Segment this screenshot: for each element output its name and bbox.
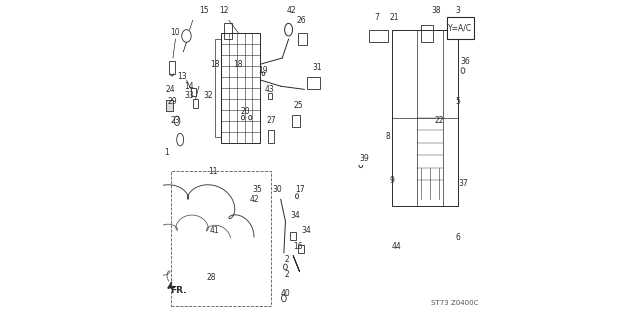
Bar xyxy=(290,232,296,240)
Text: 20: 20 xyxy=(241,107,250,116)
Text: 27: 27 xyxy=(266,116,276,125)
Bar xyxy=(171,171,271,306)
Text: 11: 11 xyxy=(209,166,218,176)
Text: 33: 33 xyxy=(184,91,194,100)
Text: 25: 25 xyxy=(293,100,303,110)
Text: 28: 28 xyxy=(207,273,216,282)
Text: 21: 21 xyxy=(389,13,399,22)
Bar xyxy=(420,25,433,42)
Text: 10: 10 xyxy=(171,28,180,37)
Bar xyxy=(298,33,307,45)
Text: 19: 19 xyxy=(259,66,268,75)
Text: 36: 36 xyxy=(460,57,470,66)
Bar xyxy=(168,61,175,74)
Text: ST73 Z0400C: ST73 Z0400C xyxy=(431,300,479,306)
Text: 15: 15 xyxy=(199,6,209,15)
Bar xyxy=(193,99,198,108)
Text: 23: 23 xyxy=(171,116,180,125)
Text: 30: 30 xyxy=(273,185,282,194)
Text: 6: 6 xyxy=(456,233,461,242)
Bar xyxy=(268,130,275,143)
Text: 14: 14 xyxy=(184,82,193,91)
Text: 16: 16 xyxy=(293,242,303,251)
Bar xyxy=(166,100,173,111)
Text: 35: 35 xyxy=(252,185,262,194)
Text: 2: 2 xyxy=(285,270,289,279)
Bar xyxy=(307,77,320,89)
Text: 24: 24 xyxy=(166,85,175,94)
Bar xyxy=(369,30,388,42)
Bar xyxy=(392,30,458,206)
Text: 26: 26 xyxy=(296,16,306,25)
Text: 40: 40 xyxy=(280,289,291,298)
Text: 34: 34 xyxy=(301,226,311,235)
Text: 39: 39 xyxy=(359,154,369,163)
Bar xyxy=(298,245,303,253)
Text: 34: 34 xyxy=(290,210,300,220)
Text: 22: 22 xyxy=(435,116,444,125)
Text: 31: 31 xyxy=(312,63,322,72)
Text: 17: 17 xyxy=(295,185,305,194)
Text: 5: 5 xyxy=(456,97,461,107)
Text: 7: 7 xyxy=(374,13,379,22)
Text: 3: 3 xyxy=(456,6,461,15)
Bar xyxy=(221,33,260,143)
Text: FR.: FR. xyxy=(170,286,186,295)
Bar xyxy=(447,17,474,39)
Bar xyxy=(292,114,300,127)
Text: 13: 13 xyxy=(177,72,186,81)
Text: 41: 41 xyxy=(210,226,220,235)
Text: 18: 18 xyxy=(234,60,243,69)
Text: 29: 29 xyxy=(168,97,177,107)
Text: 12: 12 xyxy=(220,6,229,15)
Text: 1: 1 xyxy=(164,148,169,157)
Text: 38: 38 xyxy=(431,6,441,15)
Text: 44: 44 xyxy=(392,242,401,251)
Text: 32: 32 xyxy=(204,91,213,100)
Bar xyxy=(224,23,232,39)
Text: 9: 9 xyxy=(390,176,395,185)
Text: 42: 42 xyxy=(249,195,259,204)
Text: 2: 2 xyxy=(285,255,289,263)
Text: 42: 42 xyxy=(287,6,296,15)
Bar xyxy=(191,88,196,96)
Text: 37: 37 xyxy=(458,179,468,188)
Text: 43: 43 xyxy=(265,85,275,94)
Text: 8: 8 xyxy=(385,132,390,141)
Text: 18: 18 xyxy=(210,60,220,69)
Bar xyxy=(216,39,221,137)
Bar xyxy=(268,93,272,99)
Text: Y=A/C: Y=A/C xyxy=(449,23,472,33)
